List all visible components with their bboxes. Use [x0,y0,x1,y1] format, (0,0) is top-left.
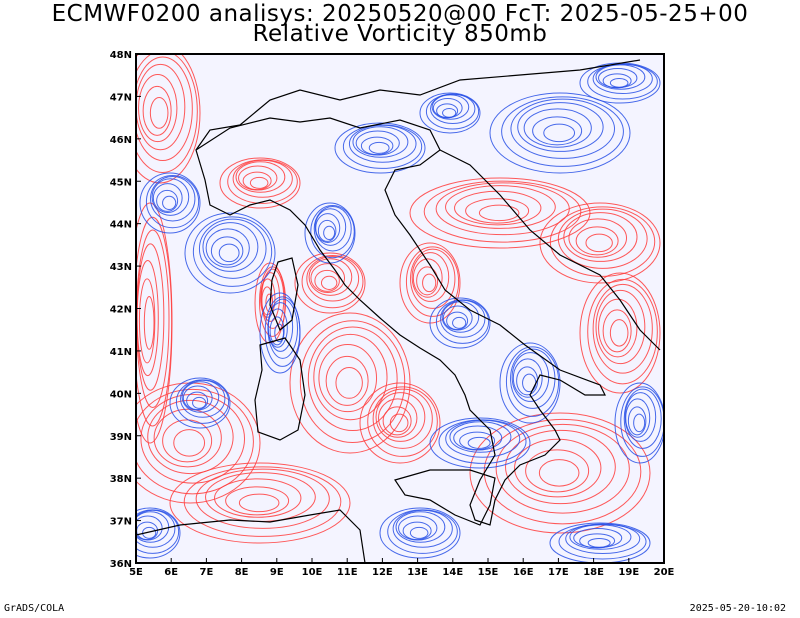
footer-timestamp: 2025-05-20-10:02 [690,603,786,614]
y-tick-label: 39N [110,432,132,443]
y-tick-label: 40N [110,389,132,400]
contour-field [120,43,665,563]
y-tick-label: 41N [110,347,132,358]
y-tick-label: 38N [110,474,132,485]
y-tick-label: 42N [110,305,132,316]
x-tick-label: 11E [337,567,358,578]
x-tick-label: 13E [407,567,428,578]
x-tick-label: 17E [548,567,569,578]
x-tick-label: 16E [513,567,534,578]
x-tick-label: 9E [270,567,284,578]
x-tick-label: 20E [654,567,675,578]
y-tick-label: 47N [110,92,132,103]
x-tick-label: 10E [302,567,323,578]
y-tick-label: 44N [110,220,132,231]
x-tick-label: 12E [372,567,393,578]
footer-credit: GrADS/COLA [4,603,64,614]
y-tick-label: 46N [110,135,132,146]
y-tick-label: 45N [110,177,132,188]
x-tick-label: 7E [200,567,214,578]
x-tick-label: 19E [618,567,639,578]
x-tick-label: 15E [478,567,499,578]
x-tick-label: 6E [164,567,178,578]
y-tick-label: 43N [110,262,132,273]
x-tick-label: 8E [235,567,249,578]
y-tick-label: 36N [110,559,132,570]
y-tick-label: 37N [110,517,132,528]
vorticity-map: 5E 6E 7E 8E 9E 10E 11E 12E 13E 14E 15E 16E 17E 18E 19E… [0,0,800,618]
x-tick-label: 18E [583,567,604,578]
y-tick-label: 48N [110,50,132,61]
x-tick-label: 14E [442,567,463,578]
